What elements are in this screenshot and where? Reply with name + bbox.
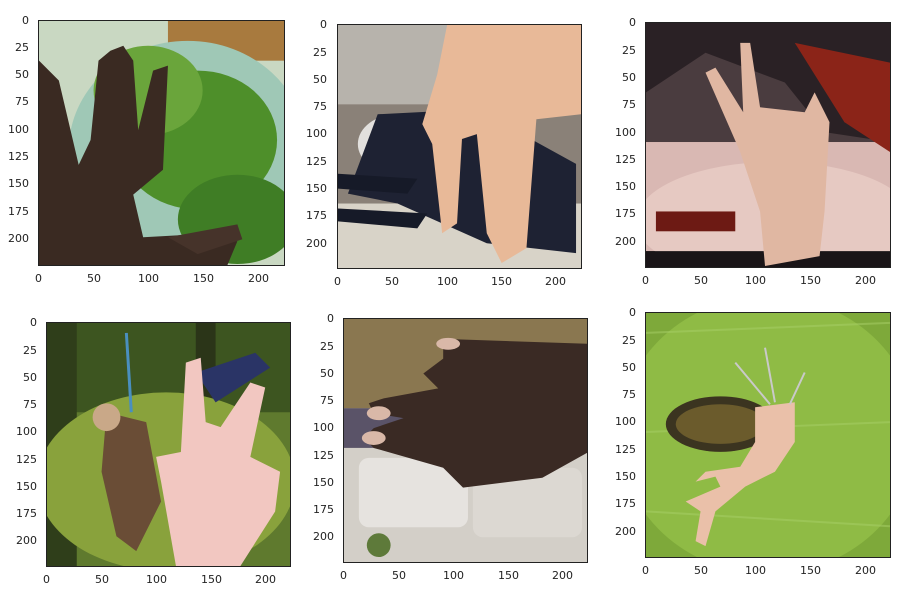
image-1 xyxy=(38,20,285,266)
x-tick: 100 xyxy=(745,274,766,287)
y-tick: 150 xyxy=(615,180,636,193)
y-tick: 125 xyxy=(8,150,29,163)
x-tick: 150 xyxy=(491,275,512,288)
y-tick: 175 xyxy=(313,503,334,516)
y-tick: 0 xyxy=(629,306,636,319)
y-tick: 150 xyxy=(306,182,327,195)
y-tick: 50 xyxy=(313,73,327,86)
y-tick: 175 xyxy=(615,207,636,220)
x-tick: 50 xyxy=(694,274,708,287)
y-tick: 0 xyxy=(22,14,29,27)
y-tick: 25 xyxy=(15,41,29,54)
x-tick: 150 xyxy=(193,272,214,285)
x-tick: 0 xyxy=(340,569,347,582)
y-tick: 100 xyxy=(16,425,37,438)
y-tick: 50 xyxy=(320,367,334,380)
y-tick: 175 xyxy=(16,507,37,520)
x-tick: 150 xyxy=(201,573,222,586)
x-tick: 150 xyxy=(800,564,821,577)
y-tick: 0 xyxy=(327,312,334,325)
x-tick: 0 xyxy=(642,564,649,577)
y-tick: 150 xyxy=(16,480,37,493)
y-tick: 75 xyxy=(23,398,37,411)
x-tick: 200 xyxy=(248,272,269,285)
y-tick: 150 xyxy=(313,476,334,489)
y-tick: 200 xyxy=(313,530,334,543)
x-tick: 200 xyxy=(855,274,876,287)
y-tick: 100 xyxy=(615,126,636,139)
y-tick: 200 xyxy=(306,237,327,250)
y-tick: 200 xyxy=(16,534,37,547)
x-tick: 50 xyxy=(392,569,406,582)
x-tick: 150 xyxy=(498,569,519,582)
y-tick: 100 xyxy=(306,127,327,140)
y-tick: 150 xyxy=(8,177,29,190)
x-tick: 0 xyxy=(642,274,649,287)
x-tick: 100 xyxy=(146,573,167,586)
x-tick: 0 xyxy=(43,573,50,586)
y-tick: 25 xyxy=(622,334,636,347)
image-3 xyxy=(645,22,891,268)
y-tick: 25 xyxy=(622,44,636,57)
x-tick: 50 xyxy=(385,275,399,288)
y-tick: 175 xyxy=(306,209,327,222)
x-tick: 200 xyxy=(552,569,573,582)
y-tick: 50 xyxy=(622,71,636,84)
x-tick: 100 xyxy=(745,564,766,577)
y-tick: 100 xyxy=(313,421,334,434)
x-tick: 200 xyxy=(855,564,876,577)
x-tick: 200 xyxy=(545,275,566,288)
y-tick: 100 xyxy=(615,415,636,428)
y-tick: 0 xyxy=(30,316,37,329)
y-tick: 75 xyxy=(622,388,636,401)
y-tick: 75 xyxy=(622,98,636,111)
y-tick: 75 xyxy=(320,394,334,407)
image-6 xyxy=(645,312,891,558)
x-tick: 50 xyxy=(694,564,708,577)
y-tick: 125 xyxy=(615,153,636,166)
x-tick: 200 xyxy=(255,573,276,586)
y-tick: 50 xyxy=(23,371,37,384)
image-4 xyxy=(46,322,291,567)
x-tick: 0 xyxy=(35,272,42,285)
x-tick: 100 xyxy=(138,272,159,285)
y-tick: 0 xyxy=(320,18,327,31)
y-tick: 175 xyxy=(8,205,29,218)
y-tick: 200 xyxy=(615,525,636,538)
y-tick: 175 xyxy=(615,497,636,510)
x-tick: 50 xyxy=(95,573,109,586)
y-tick: 200 xyxy=(8,232,29,245)
x-tick: 150 xyxy=(800,274,821,287)
y-tick: 200 xyxy=(615,235,636,248)
y-tick: 100 xyxy=(8,123,29,136)
y-tick: 125 xyxy=(313,449,334,462)
y-tick: 25 xyxy=(320,340,334,353)
x-tick: 0 xyxy=(334,275,341,288)
y-tick: 125 xyxy=(615,443,636,456)
y-tick: 75 xyxy=(15,95,29,108)
y-tick: 25 xyxy=(23,344,37,357)
image-2 xyxy=(337,24,582,269)
x-tick: 100 xyxy=(443,569,464,582)
y-tick: 125 xyxy=(16,453,37,466)
y-tick: 75 xyxy=(313,100,327,113)
y-tick: 50 xyxy=(622,361,636,374)
y-tick: 0 xyxy=(629,16,636,29)
y-tick: 150 xyxy=(615,470,636,483)
x-tick: 100 xyxy=(437,275,458,288)
y-tick: 25 xyxy=(313,46,327,59)
image-5 xyxy=(343,318,588,563)
y-tick: 125 xyxy=(306,155,327,168)
x-tick: 50 xyxy=(87,272,101,285)
y-tick: 50 xyxy=(15,68,29,81)
